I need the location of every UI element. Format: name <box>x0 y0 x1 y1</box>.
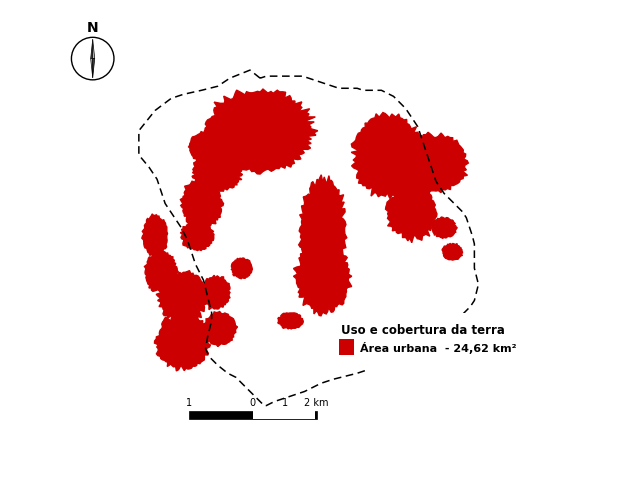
Polygon shape <box>204 89 318 174</box>
FancyBboxPatch shape <box>336 313 475 370</box>
Polygon shape <box>188 129 232 164</box>
Polygon shape <box>156 270 208 322</box>
Polygon shape <box>91 39 93 58</box>
Polygon shape <box>93 39 95 58</box>
Text: N: N <box>87 21 98 35</box>
Polygon shape <box>154 309 210 371</box>
Polygon shape <box>145 251 179 294</box>
Polygon shape <box>351 113 425 199</box>
Polygon shape <box>180 221 214 251</box>
Text: 1: 1 <box>186 398 192 408</box>
Text: 0: 0 <box>250 398 256 408</box>
Polygon shape <box>192 150 243 191</box>
Polygon shape <box>231 258 252 279</box>
Text: Uso e cobertura da terra: Uso e cobertura da terra <box>341 324 505 337</box>
Bar <box>189 411 316 419</box>
Polygon shape <box>442 243 463 260</box>
Polygon shape <box>201 312 237 346</box>
Text: 1: 1 <box>282 398 288 408</box>
Polygon shape <box>294 236 352 316</box>
Bar <box>253 411 315 419</box>
Polygon shape <box>180 178 224 229</box>
Polygon shape <box>91 58 93 78</box>
Polygon shape <box>404 132 468 193</box>
Polygon shape <box>432 217 457 238</box>
Polygon shape <box>298 175 347 281</box>
Polygon shape <box>386 181 437 243</box>
Polygon shape <box>201 275 230 310</box>
Bar <box>339 339 354 355</box>
Polygon shape <box>277 313 303 329</box>
Text: Área urbana  - 24,62 km²: Área urbana - 24,62 km² <box>360 342 517 354</box>
Polygon shape <box>93 58 95 78</box>
Text: 2 km: 2 km <box>305 398 329 408</box>
Polygon shape <box>142 214 167 258</box>
